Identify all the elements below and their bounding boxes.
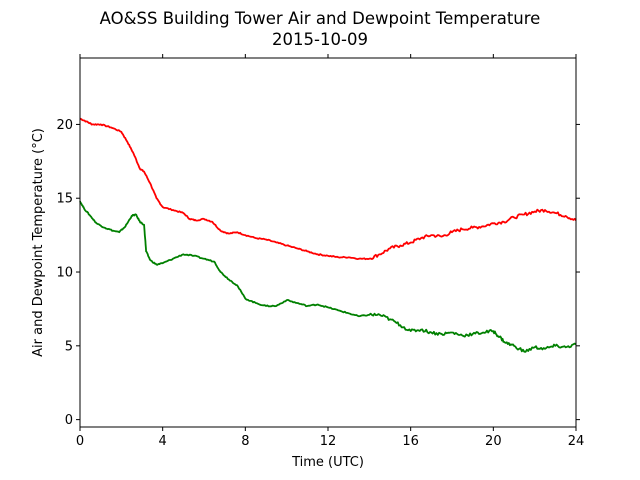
x-tick-label: 0 [76,434,84,449]
x-tick-label: 24 [568,434,585,449]
x-tick-label: 8 [241,434,249,449]
x-axis-label: Time (UTC) [291,455,364,470]
x-tick-label: 16 [402,434,419,449]
chart-subtitle: 2015-10-09 [272,30,368,49]
x-tick-label: 4 [159,434,167,449]
series-line-air [79,117,577,261]
y-tick-label: 5 [65,339,73,354]
y-axis-label: Air and Dewpoint Temperature (°C) [31,128,46,357]
x-axis: 0 4 8 12 16 20 24 [76,54,584,449]
chart-title: AO&SS Building Tower Air and Dewpoint Te… [100,9,541,28]
y-tick-label: 20 [56,118,73,133]
y-tick-label: 10 [56,266,73,281]
y-tick-label: 0 [65,413,73,428]
series-line-dewpoint [79,200,577,353]
plot-area [79,117,577,353]
y-axis: 0 5 10 15 20 [56,118,580,428]
plot-frame [79,57,577,428]
y-tick-label: 15 [56,192,73,207]
x-tick-label: 20 [485,434,502,449]
x-tick-label: 12 [320,434,337,449]
